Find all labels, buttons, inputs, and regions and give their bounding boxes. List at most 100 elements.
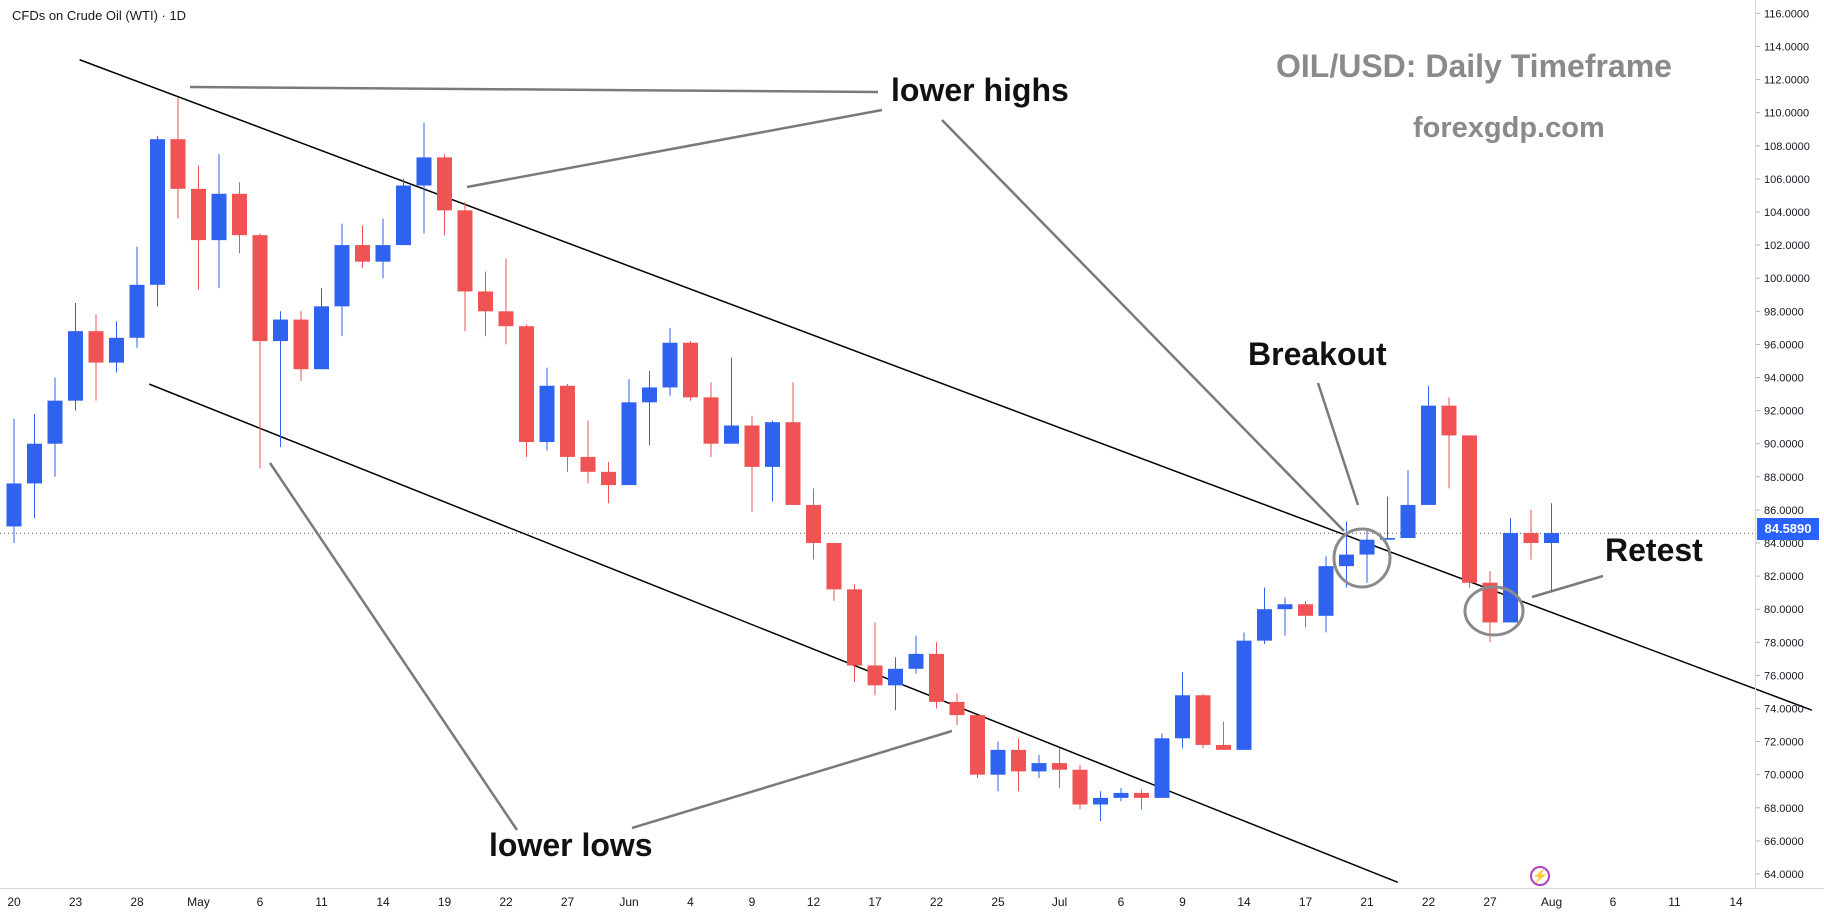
trendline-lower[interactable] bbox=[149, 383, 1399, 883]
candle[interactable] bbox=[1134, 789, 1149, 810]
candle[interactable] bbox=[334, 223, 350, 337]
time-tick-label: 20 bbox=[7, 895, 21, 909]
candle[interactable] bbox=[1031, 754, 1047, 779]
candle-body bbox=[724, 425, 739, 444]
candle[interactable] bbox=[949, 693, 965, 726]
candle[interactable] bbox=[1359, 529, 1375, 583]
candle[interactable] bbox=[970, 715, 985, 779]
candle[interactable] bbox=[990, 741, 1006, 792]
candle-body bbox=[47, 400, 63, 444]
candle[interactable] bbox=[683, 341, 698, 401]
candle[interactable] bbox=[293, 311, 309, 381]
candle[interactable] bbox=[1113, 787, 1129, 802]
candle[interactable] bbox=[580, 420, 596, 484]
candle[interactable] bbox=[457, 202, 473, 332]
candle[interactable] bbox=[1482, 571, 1498, 643]
candle[interactable] bbox=[1236, 632, 1252, 750]
candle[interactable] bbox=[1462, 435, 1477, 588]
time-tick-label: 14 bbox=[376, 895, 390, 909]
candle[interactable] bbox=[601, 461, 616, 504]
price-tick-label: 108.0000 bbox=[1764, 141, 1810, 153]
candle[interactable] bbox=[68, 303, 83, 411]
candle[interactable] bbox=[929, 642, 944, 709]
candle[interactable] bbox=[232, 182, 247, 254]
candle[interactable] bbox=[1093, 791, 1108, 822]
candle[interactable] bbox=[806, 488, 821, 560]
candle[interactable] bbox=[888, 657, 903, 711]
price-tick-label: 64.0000 bbox=[1764, 869, 1804, 881]
price-tick-label: 98.0000 bbox=[1764, 306, 1804, 318]
lower-lows-label: lower lows bbox=[489, 827, 653, 863]
candle[interactable] bbox=[1523, 509, 1539, 560]
candle[interactable] bbox=[1216, 721, 1231, 750]
lightning-icon[interactable]: ⚡ bbox=[1530, 866, 1550, 886]
candle[interactable] bbox=[826, 543, 842, 601]
candle-body bbox=[109, 337, 124, 363]
candle[interactable] bbox=[437, 154, 452, 236]
symbol-label[interactable]: CFDs on Crude Oil (WTI) · 1D bbox=[12, 8, 187, 23]
candle[interactable] bbox=[1544, 503, 1559, 591]
candle[interactable] bbox=[416, 122, 432, 234]
candle[interactable] bbox=[1195, 693, 1211, 749]
candle[interactable] bbox=[1380, 496, 1395, 540]
candle[interactable] bbox=[191, 165, 206, 290]
candle[interactable] bbox=[6, 418, 22, 543]
candle[interactable] bbox=[621, 379, 637, 486]
candle[interactable] bbox=[765, 420, 780, 502]
candle[interactable] bbox=[1298, 600, 1313, 628]
candle-body bbox=[990, 749, 1006, 775]
candle-body bbox=[1298, 604, 1313, 616]
candle[interactable] bbox=[1072, 764, 1088, 810]
candle[interactable] bbox=[642, 370, 657, 446]
candle[interactable] bbox=[170, 97, 186, 219]
candle[interactable] bbox=[560, 384, 575, 472]
candle[interactable] bbox=[662, 327, 678, 396]
candle[interactable] bbox=[27, 413, 42, 519]
candle[interactable] bbox=[1318, 556, 1334, 633]
candle[interactable] bbox=[1400, 470, 1416, 539]
candle[interactable] bbox=[724, 357, 739, 444]
candle[interactable] bbox=[314, 288, 329, 370]
candle[interactable] bbox=[273, 311, 288, 448]
candle[interactable] bbox=[396, 178, 411, 246]
candle[interactable] bbox=[252, 233, 268, 469]
candle[interactable] bbox=[867, 622, 883, 696]
chart-title: OIL/USD: Daily Timeframe bbox=[1276, 48, 1672, 84]
candle[interactable] bbox=[519, 324, 534, 457]
candle[interactable] bbox=[847, 584, 862, 683]
candle[interactable] bbox=[109, 321, 124, 373]
candle[interactable] bbox=[744, 415, 760, 512]
candle[interactable] bbox=[1052, 748, 1067, 788]
trendline-upper[interactable] bbox=[79, 59, 1813, 711]
candle[interactable] bbox=[1503, 518, 1518, 623]
candle-body bbox=[580, 456, 596, 472]
candle[interactable] bbox=[355, 225, 370, 269]
candle[interactable] bbox=[1441, 397, 1457, 489]
candle[interactable] bbox=[1011, 738, 1026, 792]
candle[interactable] bbox=[150, 135, 165, 307]
candle[interactable] bbox=[703, 382, 719, 457]
candle[interactable] bbox=[478, 271, 493, 337]
candle[interactable] bbox=[908, 635, 924, 674]
candle[interactable] bbox=[375, 218, 391, 279]
candle-body bbox=[1195, 695, 1211, 745]
candle[interactable] bbox=[785, 382, 801, 505]
candle[interactable] bbox=[1154, 733, 1170, 798]
candle[interactable] bbox=[498, 258, 514, 345]
candle[interactable] bbox=[47, 377, 63, 477]
candle[interactable] bbox=[1421, 385, 1436, 505]
candle-body bbox=[129, 284, 145, 338]
candle[interactable] bbox=[88, 314, 104, 401]
candle[interactable] bbox=[211, 154, 227, 289]
time-tick-label: 14 bbox=[1729, 895, 1743, 909]
candle[interactable] bbox=[129, 246, 145, 348]
callout-line bbox=[189, 85, 879, 94]
time-tick-label: 22 bbox=[930, 895, 944, 909]
candle[interactable] bbox=[1175, 672, 1190, 749]
candle[interactable] bbox=[1257, 587, 1272, 644]
candle[interactable] bbox=[539, 367, 555, 451]
retest-circle bbox=[1463, 585, 1525, 637]
callout-line bbox=[1531, 574, 1604, 599]
candle[interactable] bbox=[1277, 597, 1293, 636]
